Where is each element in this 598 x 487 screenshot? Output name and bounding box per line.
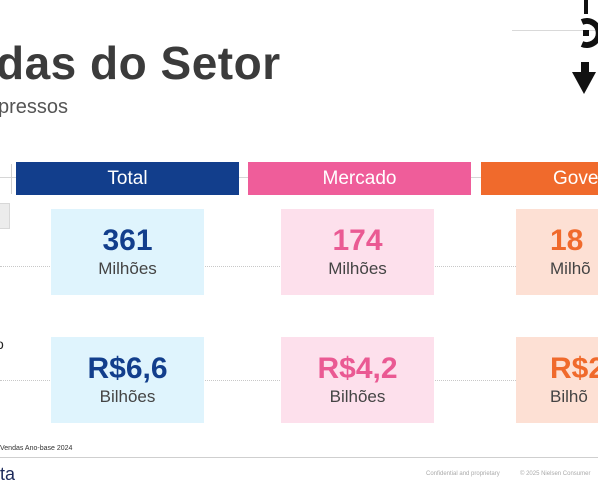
slide-title: das do Setor bbox=[0, 37, 281, 89]
footnote: Vendas Ano-base 2024 bbox=[0, 445, 73, 452]
metric-unit: Bilhões bbox=[99, 387, 156, 406]
metric-card-mercado-units: 174 Milhões bbox=[281, 209, 434, 295]
footer-copyright: © 2025 Nielsen Consumer bbox=[520, 471, 591, 477]
metric-value: R$6,6 bbox=[87, 352, 168, 385]
metric-unit: Bilhões bbox=[329, 387, 386, 406]
metric-value: 174 bbox=[332, 224, 383, 257]
metric-unit: Milhõ bbox=[550, 259, 591, 278]
metric-unit: Milhões bbox=[98, 259, 157, 278]
metric-value: 361 bbox=[102, 224, 153, 257]
metric-unit: Milhões bbox=[328, 259, 387, 278]
column-header-governo: Gove bbox=[481, 162, 598, 195]
metric-card-total-value: R$6,6 Bilhões bbox=[51, 337, 204, 423]
slide-subtitle: pressos bbox=[0, 96, 69, 118]
metric-card-total-units: 361 Milhões bbox=[51, 209, 204, 295]
brand-arrow-icon bbox=[572, 0, 598, 94]
metric-card-governo-units: 18 Milhõ bbox=[516, 209, 598, 295]
row-label-units bbox=[0, 203, 10, 229]
metric-value: 18 bbox=[550, 224, 584, 257]
footer-divider bbox=[0, 457, 598, 458]
column-header-total: Total bbox=[16, 162, 239, 195]
metric-unit: Bilhõ bbox=[550, 387, 588, 406]
row-label-value: o bbox=[0, 336, 10, 356]
header-left-cap bbox=[0, 164, 12, 194]
footer-confidential: Confidential and proprietary bbox=[426, 471, 500, 477]
metric-card-governo-value: R$2 Bilhõ bbox=[516, 337, 598, 423]
corner-divider bbox=[512, 30, 598, 31]
footer-brand: ta bbox=[0, 464, 16, 484]
column-header-mercado: Mercado bbox=[248, 162, 471, 195]
metric-value: R$2 bbox=[550, 352, 598, 385]
metric-card-mercado-value: R$4,2 Bilhões bbox=[281, 337, 434, 423]
metric-value: R$4,2 bbox=[317, 352, 398, 385]
